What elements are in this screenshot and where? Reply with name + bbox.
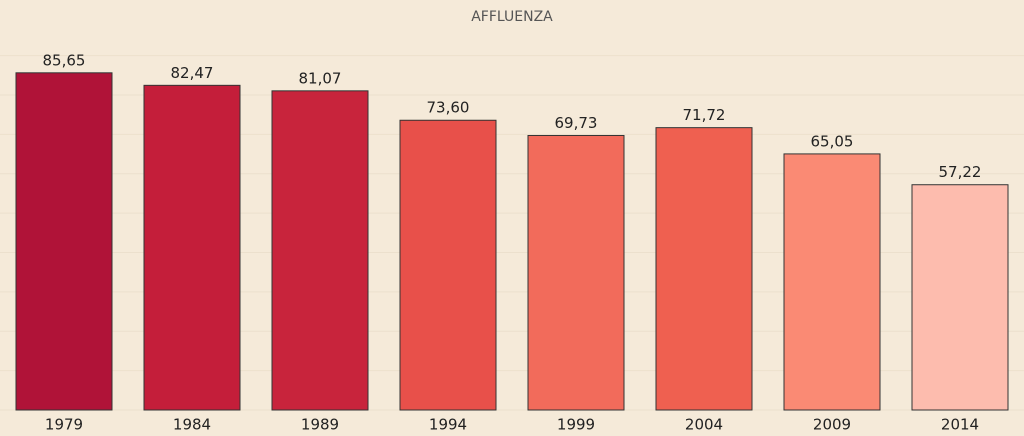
bar — [271, 90, 369, 411]
bar — [15, 72, 113, 411]
value-label: 81,07 — [299, 69, 342, 87]
x-tick-label: 2004 — [685, 416, 723, 434]
bar — [143, 84, 241, 411]
x-tick-label: 2014 — [941, 416, 979, 434]
x-tick-label: 1994 — [429, 416, 467, 434]
value-label: 85,65 — [43, 51, 86, 69]
bar — [911, 184, 1009, 411]
value-label: 69,73 — [555, 114, 598, 132]
value-label: 73,60 — [427, 99, 470, 117]
bar — [527, 134, 625, 411]
bar — [655, 127, 753, 411]
value-label: 57,22 — [939, 163, 982, 181]
chart-title: AFFLUENZA — [471, 9, 553, 25]
value-label: 65,05 — [811, 132, 854, 150]
x-tick-label: 1989 — [301, 416, 339, 434]
x-tick-label: 1999 — [557, 416, 595, 434]
bar — [783, 153, 881, 411]
value-label: 71,72 — [683, 106, 726, 124]
bar — [399, 119, 497, 411]
value-label: 82,47 — [171, 64, 214, 82]
x-tick-label: 1984 — [173, 416, 211, 434]
x-tick-label: 1979 — [45, 416, 83, 434]
x-tick-label: 2009 — [813, 416, 851, 434]
